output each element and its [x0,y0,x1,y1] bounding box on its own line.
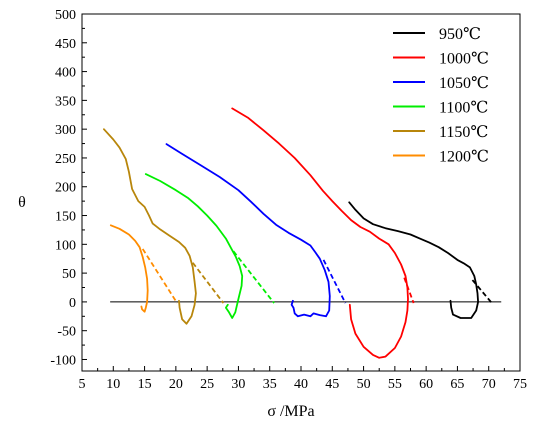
axes: 5 10 15 20 25 30 35 40 45 50 55 60 65 70 75 -100 -50 0 50 1… [50,8,527,392]
legend-label-2: 1050℃ [439,75,489,92]
y-axis-title: θ [18,194,26,211]
series-extrapolation-3 [232,250,275,304]
series-line-0 [348,201,479,319]
x-tick-label: 45 [325,377,339,392]
y-tick-label: 500 [55,8,76,23]
y-tick-label: -100 [50,353,76,368]
y-tick-label: 400 [55,66,76,81]
legend-label-3: 1100℃ [439,100,488,117]
x-tick-label: 25 [200,377,214,392]
x-tick-label: 35 [263,377,277,392]
y-tick-label: 200 [55,181,76,196]
y-tick-label: 150 [55,210,76,225]
x-tick-label: 30 [231,377,245,392]
legend-label-5: 1200℃ [439,149,489,166]
series-extrapolation-0 [471,279,493,304]
series-line-3 [144,173,244,319]
series-extrapolation-5 [141,248,178,304]
y-tick-label: 50 [62,267,76,282]
legend-label-4: 1150℃ [439,124,488,141]
series-line-5 [109,224,149,313]
series-extrapolation-2 [322,259,347,304]
y-tick-label: 100 [55,238,76,253]
plot-frame [81,13,521,372]
legend: 950℃ 1000℃ 1050℃ 1100℃ 1150℃ 1200℃ [393,26,489,166]
series-line-4 [103,128,197,325]
y-tick-label: 250 [55,152,76,167]
y-tick-label: 300 [55,123,76,138]
y-tick-label: 0 [69,296,76,311]
plot-area [103,107,502,359]
x-tick-label: 70 [482,377,496,392]
legend-label-1: 1000℃ [439,51,489,68]
x-axis-title: σ /MPa [267,403,314,420]
x-tick-label: 5 [79,377,86,392]
x-tick-label: 50 [357,377,371,392]
series-extrapolation-1 [403,277,415,304]
y-tick-label: 350 [55,94,76,109]
y-tick-label: 450 [55,37,76,52]
x-tick-label: 65 [450,377,464,392]
series-line-1 [231,107,409,359]
x-tick-label: 75 [513,377,527,392]
y-tick-label: -50 [57,325,76,340]
legend-label-0: 950℃ [439,26,481,43]
x-tick-label: 20 [169,377,183,392]
x-tick-label: 40 [294,377,308,392]
series-extrapolation-4 [192,262,225,304]
series-line-2 [165,143,331,318]
x-tick-label: 55 [388,377,402,392]
x-tick-label: 10 [106,377,120,392]
x-tick-label: 60 [419,377,433,392]
x-tick-label: 15 [138,377,152,392]
